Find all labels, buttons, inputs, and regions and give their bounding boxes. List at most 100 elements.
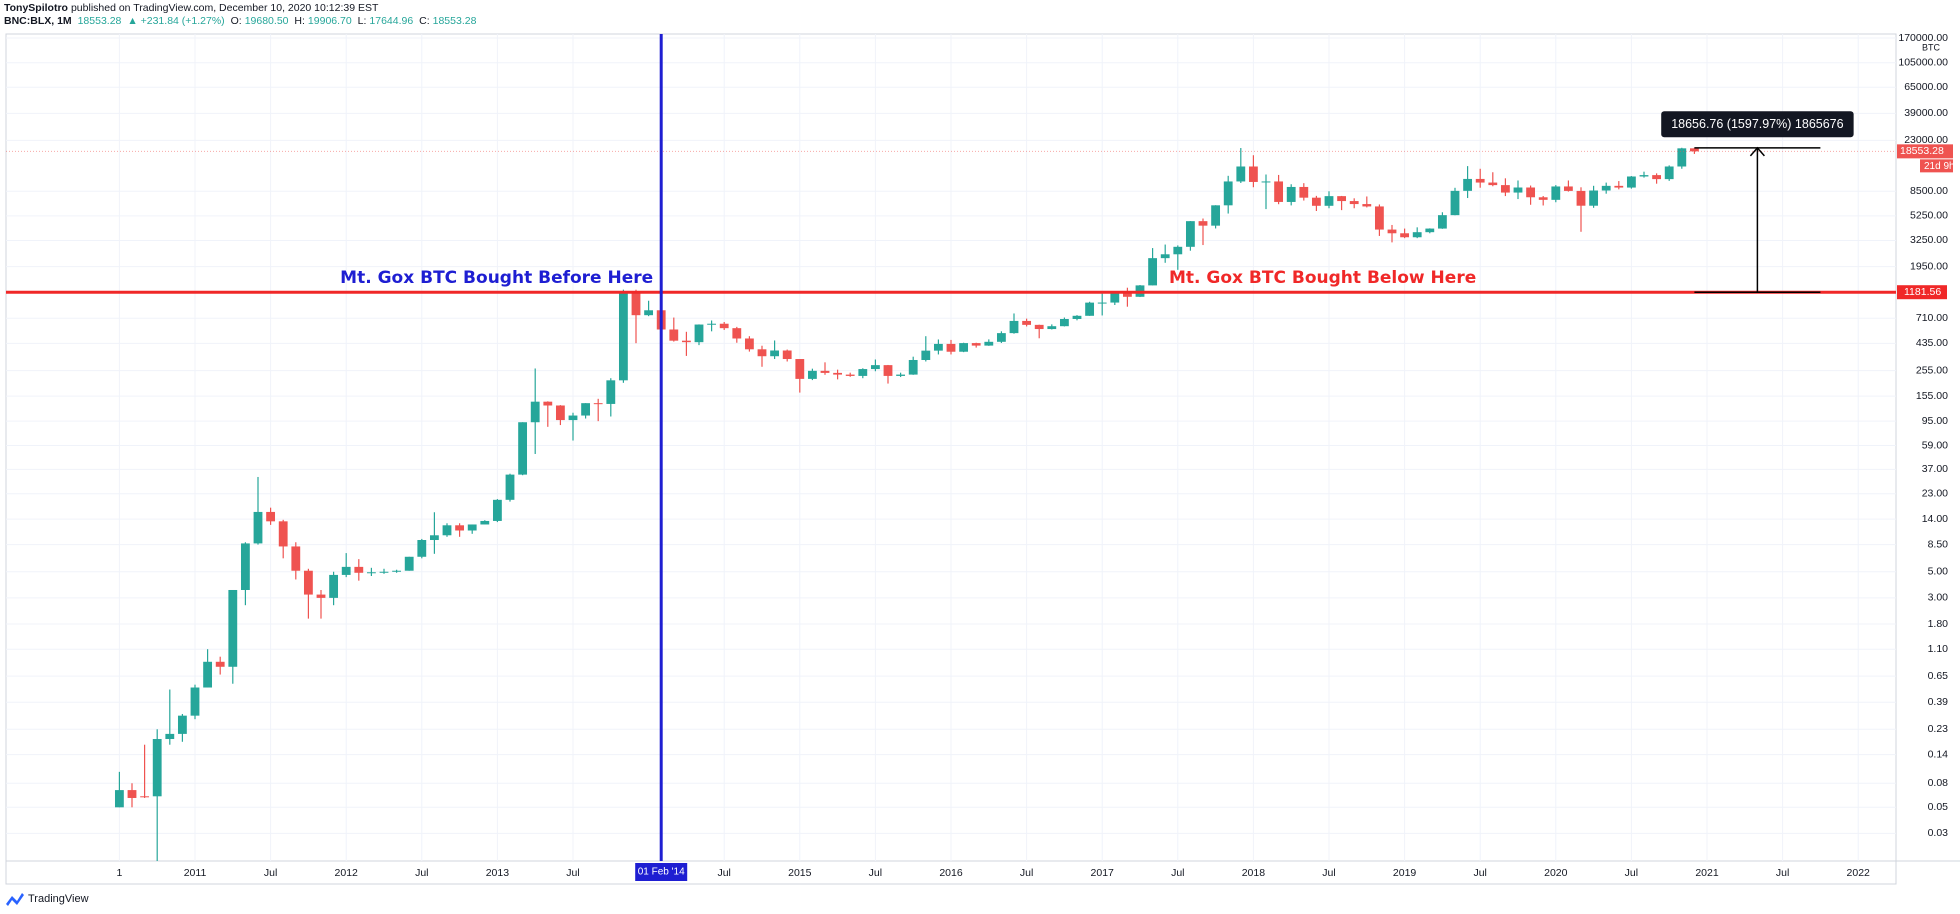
y-tick-label: 1.10	[1928, 643, 1949, 655]
candle-body	[770, 350, 780, 357]
countdown-box	[1920, 159, 1953, 173]
candle-body	[316, 594, 326, 598]
measure-label: 18656.76 (1597.97%) 1865676	[1671, 117, 1843, 131]
y-tick-label: 1.80	[1928, 618, 1949, 630]
candle-body	[543, 401, 553, 406]
grid	[6, 34, 1896, 861]
candle-body	[190, 687, 200, 716]
candle-body	[1299, 186, 1309, 198]
x-tick-label: Jul	[1625, 867, 1638, 879]
candle-body	[1614, 185, 1624, 188]
x-tick-label: 1	[116, 867, 122, 879]
candle-body	[1475, 178, 1485, 183]
candle-body	[1085, 302, 1095, 316]
candle-body	[455, 525, 465, 531]
candle-body	[165, 733, 175, 740]
candle-body	[442, 525, 452, 536]
header: TonySpilotro published on TradingView.com…	[4, 2, 479, 28]
candle-body	[971, 343, 981, 346]
last-price-label: 18553.28	[1900, 145, 1944, 157]
ohlc-close-label: C:	[419, 15, 430, 27]
candle-body	[253, 511, 263, 544]
candle-body	[1274, 181, 1284, 202]
candle-body	[1589, 190, 1599, 206]
candle-body	[404, 556, 414, 571]
countdown-label: 21d 9h	[1924, 161, 1955, 172]
candle-body	[1223, 181, 1233, 206]
candle-body	[1349, 201, 1359, 205]
candle-body	[896, 374, 906, 376]
candle-body	[959, 343, 969, 352]
x-tick-label: Jul	[717, 867, 730, 879]
candle-body	[870, 365, 880, 370]
y-tick-label: 14.00	[1922, 513, 1948, 525]
candle-body	[1463, 178, 1473, 191]
candle-body	[1387, 229, 1397, 234]
candle-body	[631, 292, 641, 316]
candle-body	[329, 574, 339, 598]
x-tick-label: Jul	[415, 867, 428, 879]
vline-date-box	[635, 863, 688, 881]
candle-body	[392, 570, 402, 572]
candle-body	[417, 540, 427, 557]
x-tick-label: 2012	[335, 867, 359, 879]
axes: 170000.00 105000.00 65000.00 39000.00 23000.…	[116, 32, 1955, 881]
y-tick-label: 1950.00	[1910, 260, 1948, 272]
candle-body	[568, 415, 578, 421]
y-tick-label: 39000.00	[1904, 107, 1948, 119]
candle-body	[291, 546, 301, 571]
x-tick-label: Jul	[1020, 867, 1033, 879]
candle-body	[1538, 197, 1548, 200]
y-tick-label: 8500.00	[1910, 185, 1948, 197]
candle-body	[1022, 320, 1032, 325]
candle-body	[1211, 205, 1221, 226]
candle-body	[379, 571, 389, 573]
vline-date-label: 01 Feb '14	[638, 867, 685, 878]
candle-body	[429, 535, 439, 541]
candle-body	[669, 329, 679, 341]
y-tick-label: 105000.00	[1898, 56, 1948, 68]
candle-body	[240, 543, 250, 590]
candle-body	[1148, 258, 1158, 286]
header-line-1: TonySpilotro published on TradingView.com…	[4, 2, 479, 15]
candle-body	[1286, 186, 1296, 202]
candle-body	[1576, 190, 1586, 206]
candle-body	[127, 790, 137, 798]
candle-body	[114, 790, 124, 808]
y-tick-label: 59.00	[1922, 439, 1948, 451]
candle-body	[278, 521, 288, 547]
candle-body	[1664, 166, 1674, 180]
y-tick-label: 0.08	[1928, 777, 1949, 789]
y-tick-label: 255.00	[1916, 364, 1948, 376]
x-tick-label: 2015	[788, 867, 812, 879]
y-tick-label: 0.14	[1928, 748, 1949, 760]
candle-body	[933, 343, 943, 351]
x-tick-label: 2022	[1847, 867, 1871, 879]
candle-body	[707, 323, 717, 325]
annotation-text: Mt. Gox BTC Bought Below Here	[1169, 268, 1476, 288]
candle-body	[1324, 196, 1334, 206]
candle-body	[1513, 187, 1523, 193]
candle-body	[1689, 148, 1699, 152]
y-tick-label: 3.00	[1928, 592, 1949, 604]
axis-unit: BTC	[1922, 42, 1941, 52]
ohlc-open-label: O:	[230, 15, 242, 27]
x-tick-label: Jul	[1473, 867, 1486, 879]
candle-body	[366, 572, 376, 574]
candle-body	[1400, 233, 1410, 238]
candle-body	[492, 499, 502, 521]
candle-body	[1563, 186, 1573, 191]
candle-body	[203, 661, 213, 688]
candle-body	[555, 405, 565, 421]
x-tick-label: 2021	[1695, 867, 1719, 879]
x-tick-label: Jul	[1776, 867, 1789, 879]
x-tick-label: Jul	[1322, 867, 1335, 879]
candle-body	[833, 372, 843, 375]
candle-body	[681, 340, 691, 343]
header-line-2: BNC:BLX, 1M 18553.28 ▲ +231.84 (+1.27%) …	[4, 15, 479, 28]
candle-body	[1337, 196, 1347, 202]
measure-arrowhead	[1749, 146, 1765, 157]
ohlc-high-label: H:	[294, 15, 305, 27]
y-tick-label: 23.00	[1922, 487, 1948, 499]
